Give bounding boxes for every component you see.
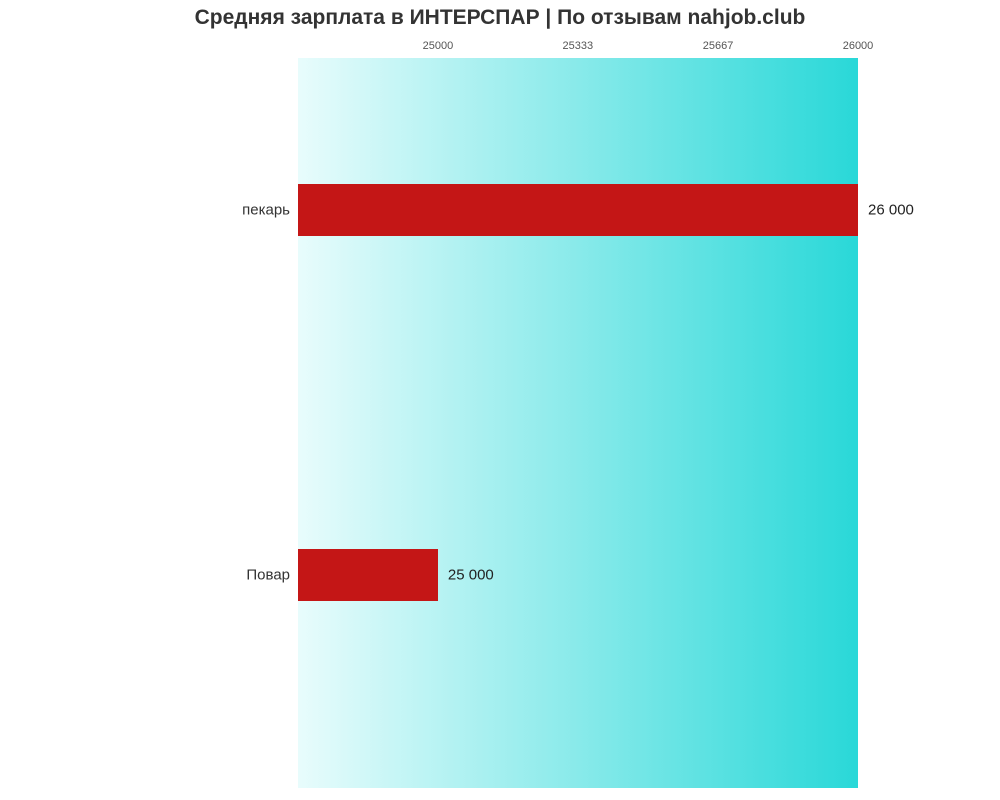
x-tick-2: 25667 [703,40,734,52]
category-label-0: пекарь [242,202,290,219]
x-tick-0: 25000 [423,40,454,52]
bar-0 [298,184,858,236]
plot-area [298,58,858,788]
bar-1 [298,549,438,601]
value-label-0: 26 000 [868,202,914,219]
x-tick-1: 25333 [562,40,593,52]
category-label-1: Повар [246,567,290,584]
value-label-1: 25 000 [448,567,494,584]
x-tick-3: 26000 [843,40,874,52]
salary-bar-chart: Средняя зарплата в ИНТЕРСПАР | По отзыва… [0,0,1000,800]
chart-title: Средняя зарплата в ИНТЕРСПАР | По отзыва… [0,6,1000,30]
